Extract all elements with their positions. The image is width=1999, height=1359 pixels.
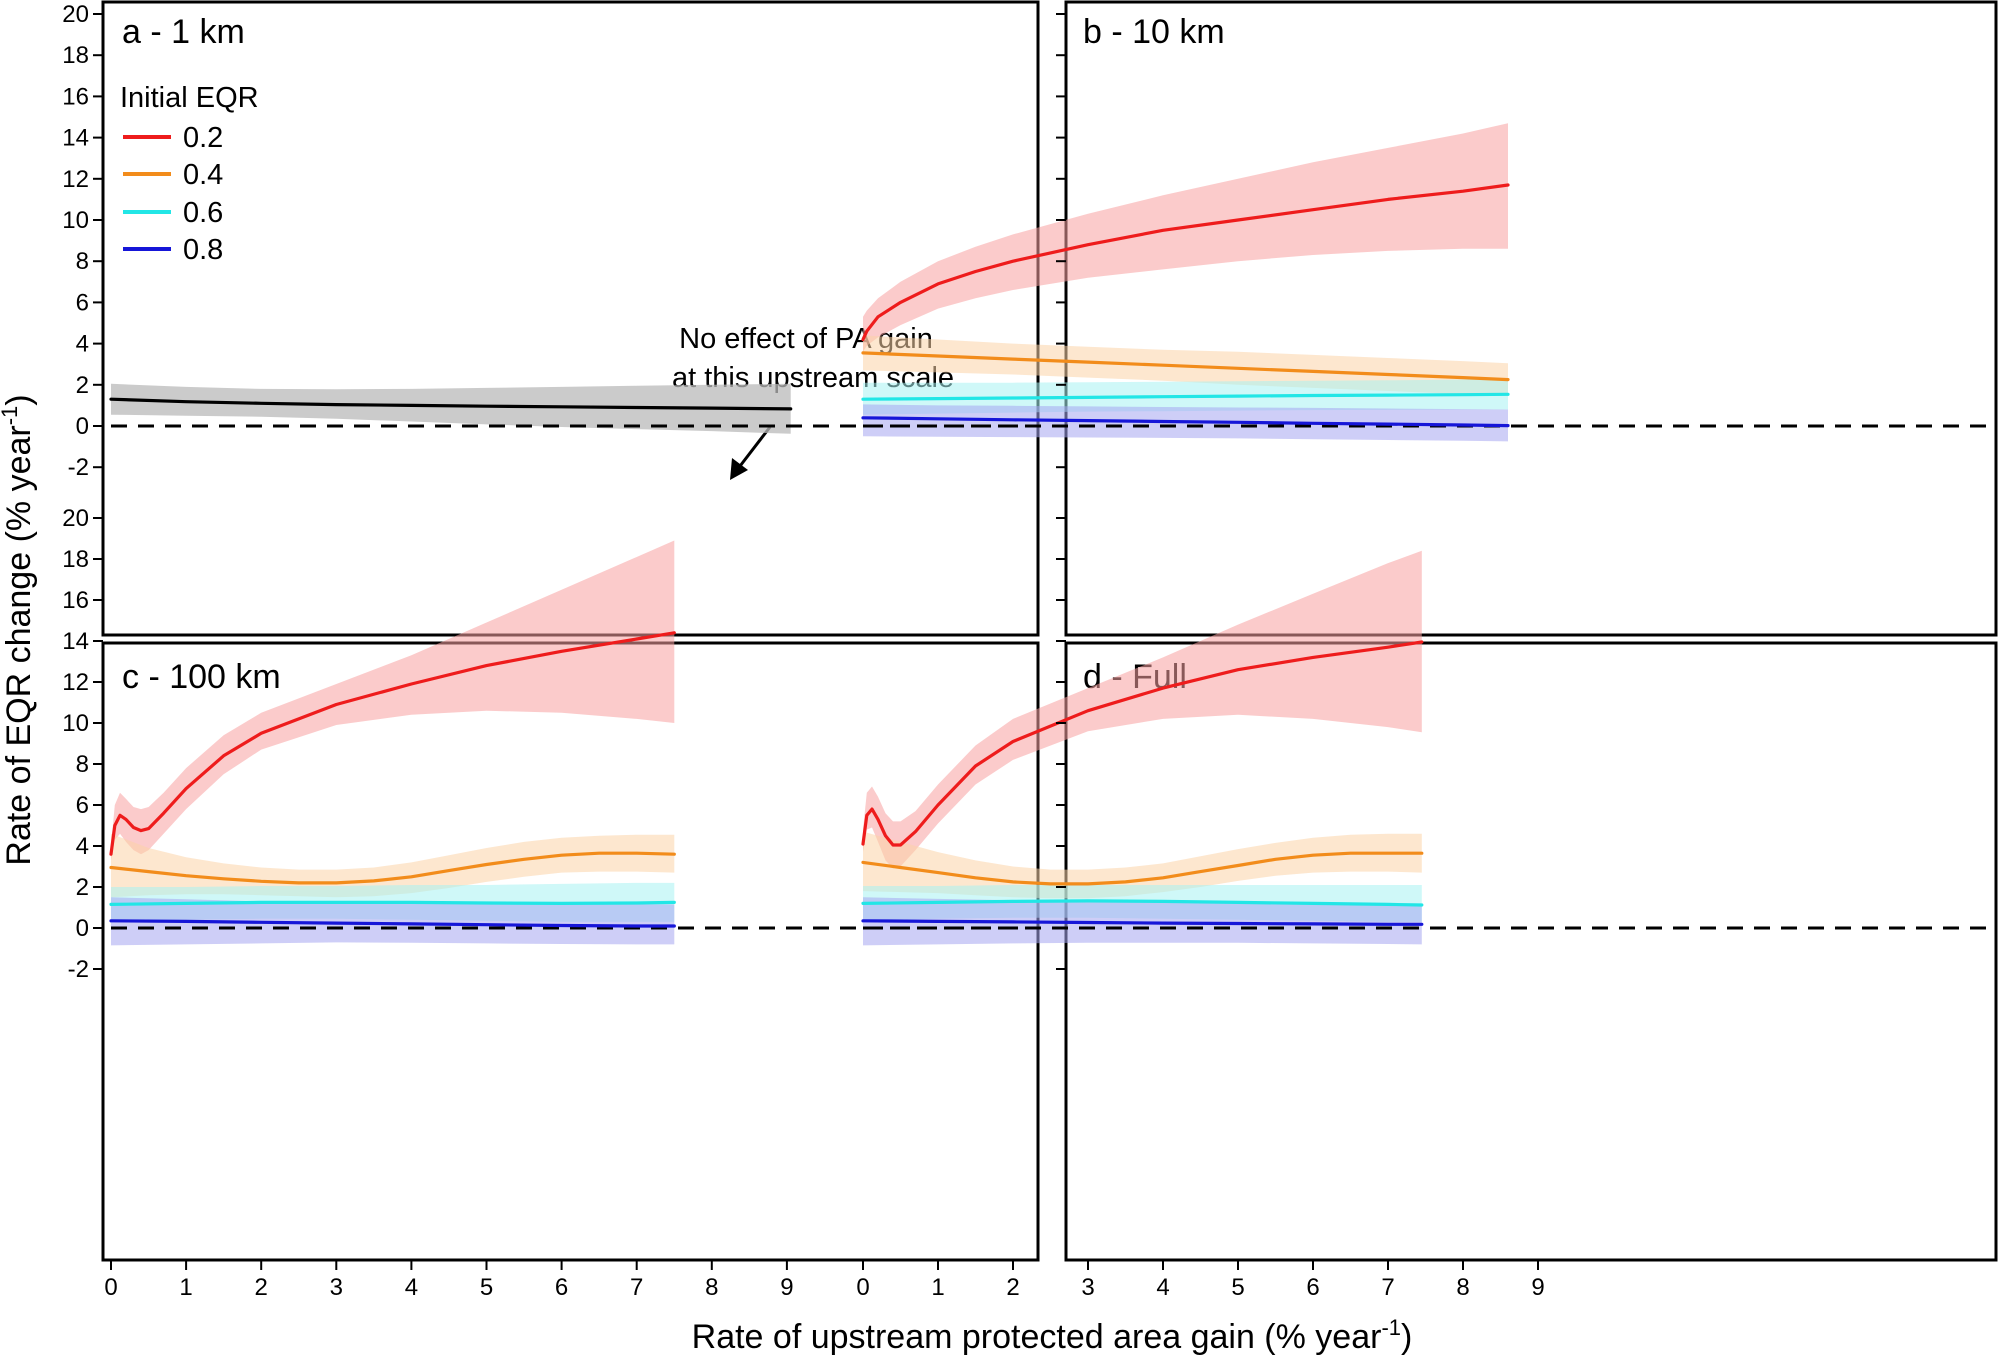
panel-d-line-0.8 — [861, 919, 1424, 926]
panel-a-y-tick-label: 12 — [62, 166, 89, 193]
panel-c-line-0.6 — [109, 900, 676, 907]
panel-a-line-series — [109, 397, 793, 411]
panel-b-band-0.2 — [863, 123, 1508, 352]
panel-d: d - Full — [1064, 641, 1998, 1262]
legend-label-2: 0.4 — [183, 159, 223, 191]
panel-c-x-tick-label: 3 — [330, 1274, 343, 1301]
x-axis-title-close: ) — [1401, 1318, 1412, 1356]
panel-c-x-tick-label: 7 — [630, 1274, 643, 1301]
panel-d-x-tick-label: 2 — [1006, 1274, 1019, 1301]
panel-c-band-0.8 — [111, 897, 675, 946]
panel-b-line-0.2 — [861, 183, 1510, 342]
panel-b: b - 10 km — [1064, 0, 1998, 637]
panel-d-x-tick-label: 7 — [1381, 1274, 1394, 1301]
panel-c-line-0.4 — [109, 851, 676, 885]
panel-a-y-tick-label: 6 — [76, 289, 89, 316]
panel-d-x-tick-label: 3 — [1081, 1274, 1094, 1301]
y-axis-title-main: Rate of EQR change (% year — [0, 425, 38, 865]
panel-d-x-tick-label: 0 — [856, 1274, 869, 1301]
panel-c-x-tick-label: 8 — [705, 1274, 718, 1301]
annotation-arrow-shaft — [735, 426, 772, 471]
series-lines — [109, 183, 1510, 928]
panel-c-x-tick-label: 2 — [255, 1274, 268, 1301]
panel-a-y-tick-label: -2 — [68, 454, 89, 481]
legend: Initial EQR 0.2 0.4 0.6 0.8 — [120, 82, 259, 266]
panel-b-line-0.4 — [861, 351, 1510, 382]
panel-c-line-0.8 — [109, 919, 676, 928]
panel-c-y-tick-label: 16 — [62, 587, 89, 614]
panel-a-y-tick-label: 16 — [62, 83, 89, 110]
panel-c-x-tick-label: 4 — [405, 1274, 418, 1301]
panel-c-y-tick-label: -2 — [68, 956, 89, 983]
panel-c-y-tick-label: 18 — [62, 546, 89, 573]
panel-c-x-tick-label: 9 — [780, 1274, 793, 1301]
panel-c-y-tick-label: 8 — [76, 751, 89, 778]
legend-label-3: 0.6 — [183, 197, 223, 229]
panel-a-y-tick-label: 8 — [76, 248, 89, 275]
y-axis-title-sup: -1 — [0, 406, 22, 426]
confidence-bands — [111, 123, 1508, 946]
panel-c-x-tick-label: 1 — [179, 1274, 192, 1301]
panel-d-band-0.2 — [863, 550, 1422, 869]
panel-a-y-tick-label: 2 — [76, 372, 89, 399]
panel-c-x-tick-label: 0 — [104, 1274, 117, 1301]
panel-d-x-tick-label: 4 — [1156, 1274, 1169, 1301]
panel-c-y-tick-label: 12 — [62, 669, 89, 696]
panel-a-band-series — [111, 383, 791, 434]
panel-c-y-tick-label: 20 — [62, 505, 89, 532]
panel-d-x-tick-label: 8 — [1456, 1274, 1469, 1301]
panel-c-y-tick-label: 14 — [62, 628, 89, 655]
panel-a-y-tick-label: 20 — [62, 1, 89, 28]
panel-d-line-0.4 — [861, 851, 1424, 886]
panel-b-frame — [1064, 0, 1998, 637]
y-axis-title: Rate of EQR change (% year-1) — [0, 394, 38, 865]
panel-c-x-tick-label: 5 — [480, 1274, 493, 1301]
legend-label-1: 0.2 — [183, 122, 223, 154]
panel-d-x-tick-label: 9 — [1531, 1274, 1544, 1301]
panel-c-label: c - 100 km — [122, 658, 281, 696]
x-axis-title-main: Rate of upstream protected area gain (% … — [692, 1318, 1382, 1356]
panel-a-y-tick-label: 14 — [62, 125, 89, 152]
panel-c-y-tick-label: 4 — [76, 833, 89, 860]
panel-a-y-tick-label: 4 — [76, 331, 89, 358]
panel-c-y-tick-label: 0 — [76, 915, 89, 942]
panel-a-y-tick-label: 10 — [62, 207, 89, 234]
panel-c-x-tick-label: 6 — [555, 1274, 568, 1301]
panel-c-y-tick-label: 6 — [76, 792, 89, 819]
legend-label-4: 0.8 — [183, 234, 223, 266]
panel-d-line-0.2 — [861, 640, 1424, 847]
panel-d-x-tick-label: 5 — [1231, 1274, 1244, 1301]
x-axis-title: Rate of upstream protected area gain (% … — [692, 1315, 1413, 1356]
panel-c-line-0.2 — [109, 631, 676, 856]
panel-d-x-tick-label: 1 — [931, 1274, 944, 1301]
panel-a-label: a - 1 km — [122, 13, 245, 51]
panel-b-line-0.6 — [861, 392, 1510, 401]
panel-b-label: b - 10 km — [1083, 13, 1225, 51]
panel-b-line-0.8 — [861, 416, 1510, 428]
x-axis-title-sup: -1 — [1381, 1315, 1401, 1340]
legend-title: Initial EQR — [120, 82, 259, 114]
panel-c-y-tick-label: 2 — [76, 874, 89, 901]
panel-d-x-tick-label: 6 — [1306, 1274, 1319, 1301]
panel-a-y-tick-label: 18 — [62, 42, 89, 69]
y-axis-title-close: ) — [0, 394, 38, 405]
panel-a-y-tick-label: 0 — [76, 413, 89, 440]
panel-d-frame — [1064, 641, 1998, 1262]
panel-d-line-0.6 — [861, 899, 1424, 907]
annotation-arrow-head — [730, 458, 748, 480]
zero-reference-lines — [111, 424, 1996, 930]
panel-c-y-tick-label: 10 — [62, 710, 89, 737]
panel-c-band-0.2 — [111, 540, 675, 861]
